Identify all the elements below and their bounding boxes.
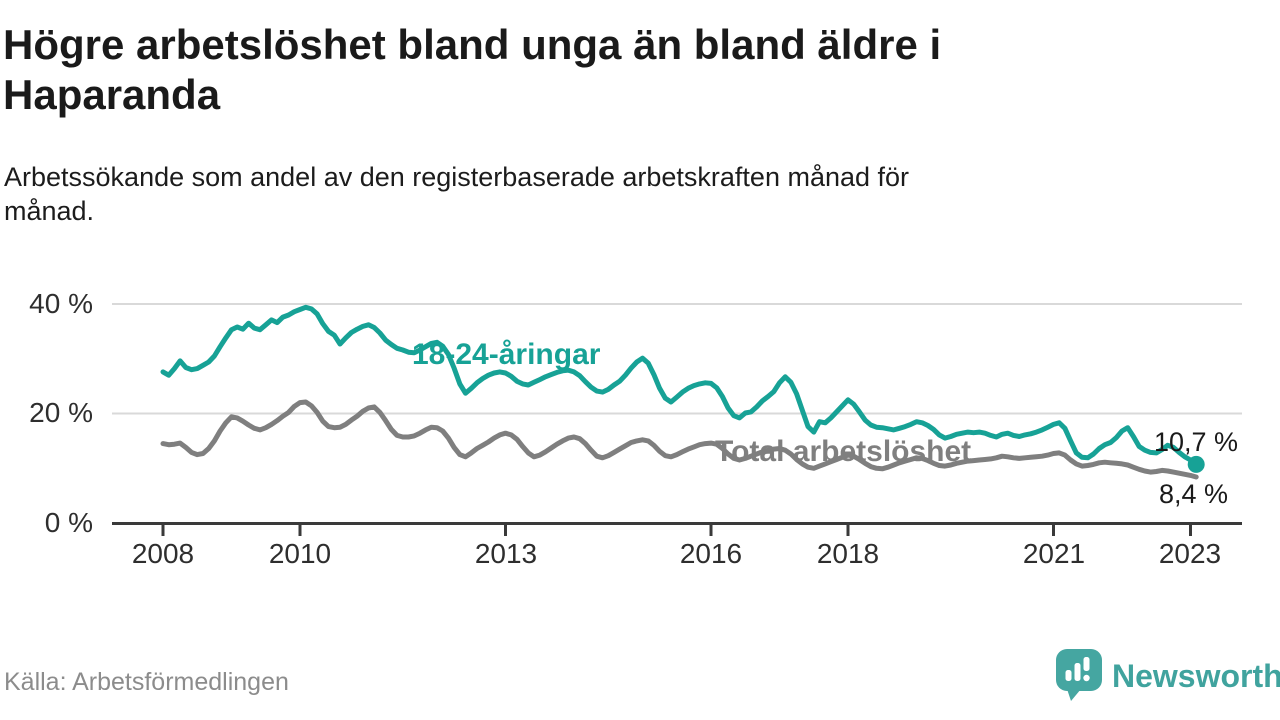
subtitle-line-1: Arbetssökande som andel av den registerb…	[4, 162, 910, 192]
y-axis-label-40: 40 %	[29, 288, 93, 319]
y-axis-label-20: 20 %	[29, 397, 93, 428]
source-note: Källa: Arbetsförmedlingen	[4, 668, 289, 696]
series-line-youth	[160, 304, 1199, 467]
x-axis-label-2018: 2018	[816, 538, 880, 569]
x-axis-label-2021: 2021	[1022, 538, 1086, 569]
series-label-youth: 18-24-åringar	[412, 338, 601, 371]
page-title: Högre arbetslöshet bland unga än bland ä…	[3, 20, 1153, 120]
subtitle-line-2: månad.	[4, 196, 95, 226]
brand-logo: Newsworthy	[1054, 648, 1280, 704]
x-axis-label-2008: 2008	[131, 538, 195, 569]
title-line-2: Haparanda	[3, 71, 221, 118]
series-line-total	[160, 399, 1199, 480]
x-axis-label-2016: 2016	[679, 538, 743, 569]
x-axis-label-2023: 2023	[1158, 538, 1222, 569]
title-line-1: Högre arbetslöshet bland unga än bland ä…	[3, 21, 942, 68]
x-axis-label-2013: 2013	[474, 538, 538, 569]
end-point-dot	[1187, 455, 1205, 473]
series-label-total: Total arbetslöshet	[715, 435, 972, 468]
end-value-total: 8,4 %	[1158, 479, 1228, 509]
end-value-youth: 10,7 %	[1153, 427, 1238, 457]
y-axis-label-0: 0 %	[44, 507, 93, 538]
newsworthy-icon	[1056, 649, 1102, 701]
chart-subtitle: Arbetssökande som andel av den registerb…	[4, 160, 1204, 228]
brand-name: Newsworthy	[1112, 658, 1280, 694]
x-axis-label-2010: 2010	[268, 538, 332, 569]
